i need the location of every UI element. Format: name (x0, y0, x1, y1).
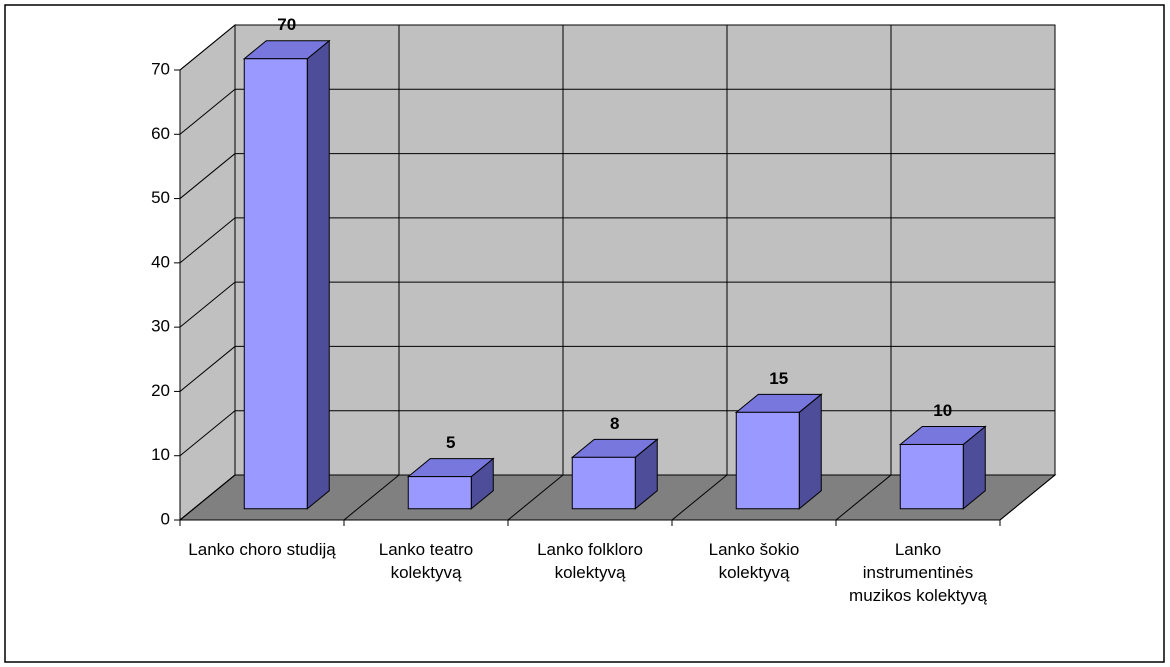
bar (407, 476, 472, 510)
bar-side (798, 393, 822, 510)
category-divider (343, 474, 400, 521)
bar (735, 411, 800, 510)
grid: 0 10 20 30 40 50 60 70 (151, 24, 1056, 528)
grid-line (179, 410, 236, 457)
y-tick-label: 10 (151, 445, 170, 464)
grid-line (179, 346, 236, 392)
marks: 70 5 8 15 10 (242, 15, 987, 510)
bar (899, 443, 964, 510)
data-label: 70 (277, 15, 296, 34)
bar (571, 456, 636, 510)
x-tick-label: Lanko instrumentinės muzikos kolektyvą (849, 540, 987, 605)
y-tick-label: 20 (151, 381, 170, 400)
category-divider (835, 474, 892, 521)
category-divider (999, 474, 1056, 521)
y-tick-label: 0 (161, 509, 170, 528)
back-wall (234, 24, 1056, 476)
grid-line (179, 281, 236, 328)
y-tick-label: 40 (151, 252, 170, 271)
category-divider (179, 474, 236, 521)
side-wall (179, 23, 236, 522)
category-divider (507, 474, 564, 521)
data-label: 8 (610, 414, 619, 433)
data-label: 10 (933, 401, 952, 420)
x-tick-label: Lanko choro studiją (188, 540, 336, 559)
grid-line (179, 24, 236, 71)
y-tick-label: 60 (151, 124, 170, 143)
grid-line (179, 88, 236, 135)
data-label: 15 (769, 369, 788, 388)
x-tick-label: Lanko teatro kolektyvą (378, 540, 474, 582)
grid-line (179, 217, 236, 264)
grid-line (179, 153, 236, 199)
category-divider (671, 474, 728, 521)
bar (243, 58, 308, 510)
x-tick-label: Lanko šokio kolektyvą (708, 540, 800, 582)
bar-side (306, 39, 330, 510)
y-tick-label: 50 (151, 188, 170, 207)
data-label: 5 (446, 433, 455, 452)
y-tick-label: 70 (151, 59, 170, 78)
y-tick-label: 30 (151, 317, 170, 336)
x-tick-label: Lanko folkloro kolektyvą (537, 540, 643, 582)
